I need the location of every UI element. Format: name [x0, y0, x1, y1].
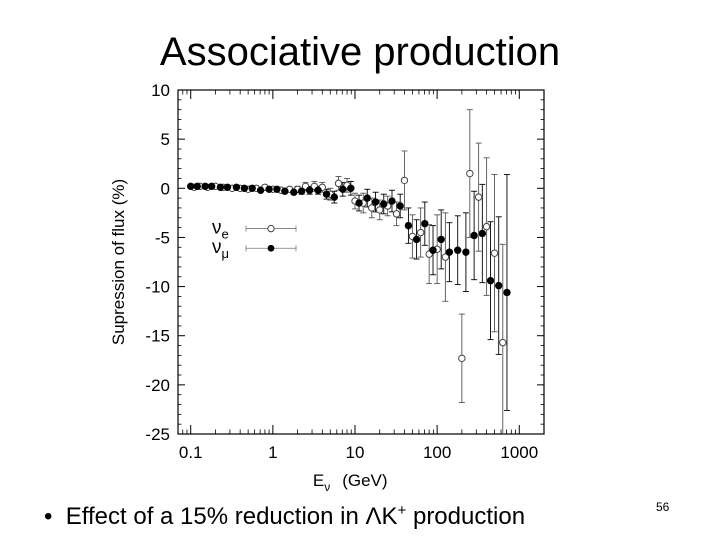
nu-mu-point [396, 202, 404, 210]
nu-e-point [416, 228, 425, 237]
nu-mu-point [454, 246, 462, 254]
nu-mu-point [429, 246, 437, 254]
nu-e-point [400, 176, 409, 185]
bullet-superscript: + [397, 502, 407, 519]
nu-e-point [376, 206, 384, 214]
nu-mu-point [445, 248, 454, 256]
nu-mu-point [201, 182, 209, 191]
nu-mu-point [486, 276, 495, 285]
nu-mu-point [478, 229, 487, 238]
nu-mu-point [462, 248, 470, 256]
nu-mu-point [314, 186, 322, 194]
bullet-text-main: Effect of a 15% reduction in ΛK [65, 503, 398, 530]
y-tick-label: 10 [151, 82, 170, 100]
y-tick-label: -10 [145, 278, 170, 297]
nu-mu-point [412, 235, 421, 244]
x-tick-label: 0.1 [179, 443, 203, 462]
plot-frame [177, 89, 545, 435]
y-tick-label: -15 [145, 327, 170, 346]
legend-nu-e-marker [267, 224, 275, 233]
nu-mu-point [322, 190, 331, 198]
y-tick-label: 0 [161, 179, 170, 198]
nu-mu-point [339, 185, 347, 193]
legend-nu-mu-marker [267, 244, 275, 252]
nu-mu-point [297, 187, 306, 195]
nu-mu-point [330, 193, 339, 201]
nu-e-point [474, 193, 483, 201]
nu-mu-point [347, 184, 355, 192]
nu-e-point [490, 249, 499, 257]
bullet-text-tail: production [406, 503, 526, 530]
nu-mu-point [248, 184, 256, 192]
nu-mu-point [421, 219, 429, 228]
x-tick-label: 100 [423, 443, 451, 462]
flux-suppression-chart: 10 5 0 -5 -10 -15 -20 -25 0.1 1 10 100 1000 νe νμ Sup… [96, 82, 576, 498]
nu-mu-point [273, 185, 281, 193]
nu-mu-point [503, 288, 511, 297]
nu-mu-point [187, 182, 195, 191]
bullet-marker: • [44, 503, 53, 530]
y-axis-label: Supression of flux (%) [109, 179, 128, 345]
nu-mu-point [256, 186, 265, 194]
nu-mu-point [380, 200, 388, 208]
nu-e-point [441, 253, 450, 261]
nu-mu-point [232, 183, 241, 192]
nu-mu-point [305, 186, 314, 194]
x-tick-label: 10 [346, 443, 365, 462]
nu-mu-point [281, 187, 289, 195]
nu-mu-point [371, 198, 380, 206]
y-tick-label: -25 [145, 425, 170, 444]
x-tick-label: 1000 [500, 443, 538, 462]
nu-e-point [392, 210, 401, 218]
bullet-point: • Effect of a 15% reduction in ΛK+ produ… [44, 502, 525, 532]
page-number: 56 [656, 500, 670, 514]
nu-mu-point [404, 221, 413, 230]
nu-mu-point [388, 197, 396, 205]
nu-e-point [458, 354, 466, 363]
nu-mu-point [495, 281, 503, 290]
nu-mu-point [290, 188, 298, 196]
nu-mu-point [470, 231, 478, 240]
nu-mu-point [223, 183, 232, 192]
y-tick-label: -5 [155, 228, 170, 247]
nu-mu-point [207, 182, 216, 191]
nu-mu-point [193, 182, 201, 191]
nu-mu-point [265, 185, 273, 193]
nu-e-point [499, 338, 507, 347]
nu-e-point [466, 169, 474, 178]
nu-mu-point [240, 184, 249, 192]
slide-title: Associative production [159, 30, 561, 74]
nu-e-point [334, 179, 343, 188]
nu-e-point [482, 222, 491, 231]
y-tick-label: 5 [161, 130, 170, 149]
x-axis-label: Eν (GeV) [313, 471, 388, 494]
nu-mu-point [216, 183, 225, 192]
nu-e-point [368, 204, 376, 212]
nu-mu-point [437, 235, 445, 244]
nu-mu-point [363, 194, 371, 202]
nu-mu-point [355, 199, 363, 207]
x-tick-label: 1 [268, 443, 277, 462]
y-tick-label: -20 [145, 376, 170, 395]
